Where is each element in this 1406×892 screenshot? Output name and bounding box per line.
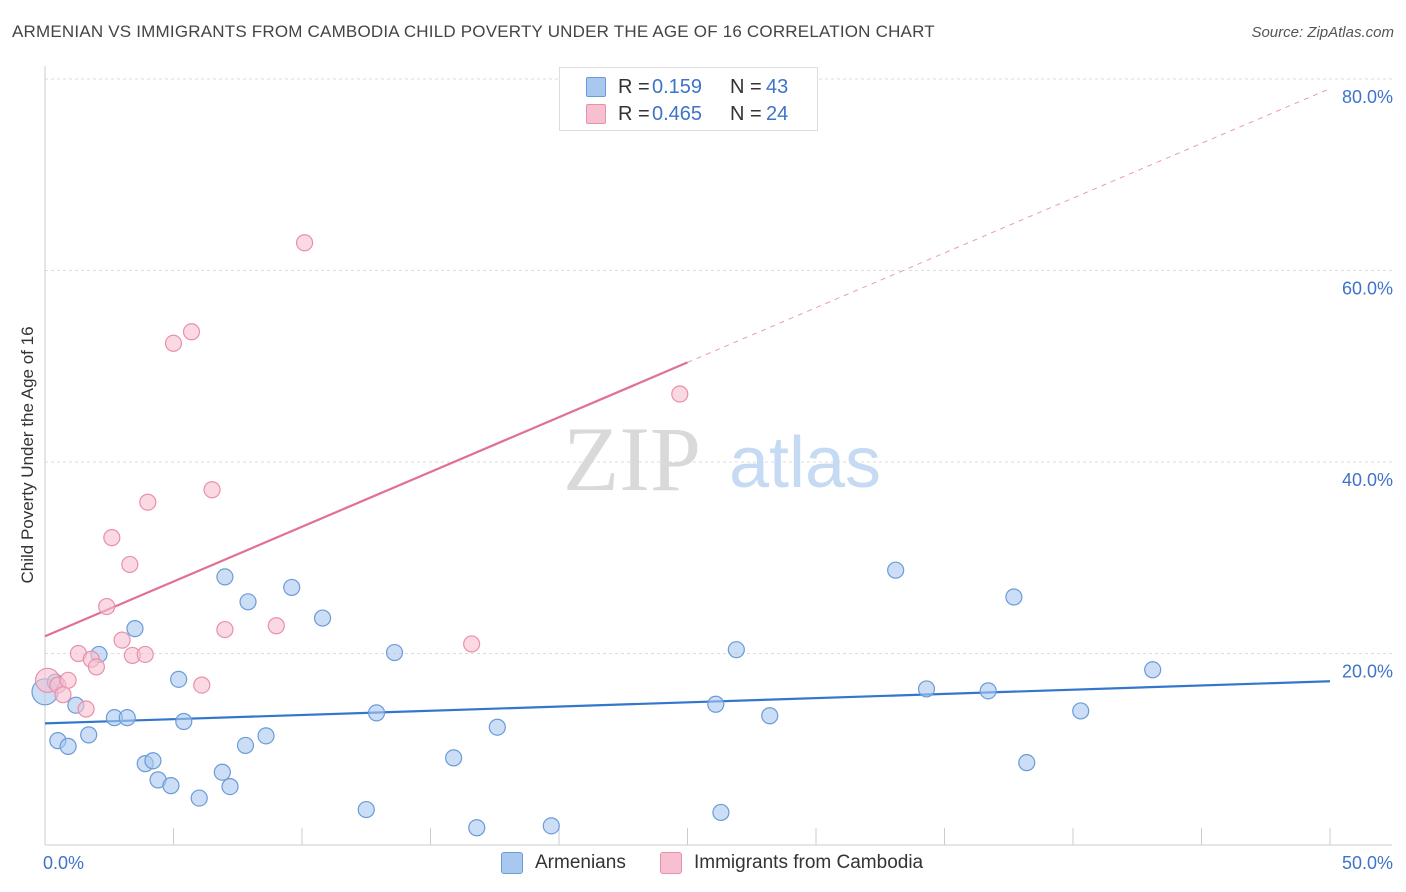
cambodia-point <box>671 385 689 403</box>
armenians-point <box>887 561 905 579</box>
watermark-zip: ZIP <box>563 408 701 510</box>
armenians-point <box>80 726 98 744</box>
trend-lines <box>44 88 1331 725</box>
r-value: 0.159 <box>652 75 703 98</box>
armenians-point <box>367 704 386 722</box>
cambodia-point <box>295 234 314 252</box>
armenians-swatch <box>586 77 606 97</box>
r-label: R = <box>618 75 650 98</box>
n-value: 43 <box>766 75 789 98</box>
y-tick-label: 20.0% <box>1342 662 1393 682</box>
source-label: Source: ZipAtlas.com <box>1251 24 1394 41</box>
armenians-point <box>59 737 77 755</box>
data-points <box>31 234 1162 837</box>
cambodia-point <box>182 323 201 341</box>
armenians-point <box>917 680 936 698</box>
armenians-swatch <box>501 852 523 874</box>
armenians-point <box>761 707 779 725</box>
cambodia-point <box>77 700 95 718</box>
armenians-point <box>707 695 725 713</box>
axes <box>44 66 1392 846</box>
cambodia-point <box>54 686 72 704</box>
gridlines <box>45 78 1392 654</box>
armenians-point <box>283 578 301 597</box>
armenians-point <box>213 763 231 781</box>
legend-label: Immigrants from Cambodia <box>694 852 924 873</box>
watermark: ZIP atlas <box>563 408 881 510</box>
legend-item-cambodia[interactable]: Immigrants from Cambodia <box>660 852 923 874</box>
watermark-atlas: atlas <box>729 423 881 503</box>
cambodia-point <box>463 635 481 653</box>
armenians-point <box>190 789 208 807</box>
n-label: N = <box>730 75 762 98</box>
armenians-point <box>313 609 332 627</box>
armenians-point <box>979 682 997 700</box>
x-tick-label: 0.0% <box>43 853 84 873</box>
cambodia-point <box>98 597 116 616</box>
cambodia-point <box>113 631 131 649</box>
armenians-point <box>1144 661 1162 679</box>
legend-label: Armenians <box>535 852 626 873</box>
armenians-point <box>445 749 463 767</box>
armenians-point <box>126 620 144 638</box>
y-tick-label: 80.0% <box>1342 87 1393 107</box>
r-label: R = <box>618 102 650 125</box>
armenians-point <box>236 736 255 755</box>
armenians-point <box>118 709 136 727</box>
armenians-point <box>488 718 506 736</box>
armenians-point <box>542 817 560 835</box>
cambodia-point <box>136 645 154 664</box>
cambodia-point <box>59 671 77 689</box>
series-legend: Armenians Immigrants from Cambodia <box>0 852 1406 876</box>
armenians-point <box>727 641 745 659</box>
armenians-point <box>144 752 162 770</box>
correlation-legend: R = 0.159 N = 43 R = 0.465 N = 24 <box>559 67 818 131</box>
armenians-point <box>175 712 193 731</box>
cambodia-point <box>103 529 121 547</box>
legend-item-armenians[interactable]: Armenians <box>501 852 626 874</box>
cambodia-point <box>203 481 221 499</box>
cambodia-point <box>121 555 139 574</box>
tick-labels: 20.0% 40.0% 60.0% 80.0% 0.0% 50.0% <box>43 87 1393 873</box>
armenians-point <box>357 800 375 819</box>
armenians-point <box>1072 702 1090 720</box>
n-label: N = <box>730 102 762 125</box>
cambodia-swatch <box>660 852 682 874</box>
y-tick-label: 60.0% <box>1342 279 1393 299</box>
r-value: 0.465 <box>652 102 703 125</box>
armenians-point <box>221 777 239 796</box>
chart-title: ARMENIAN VS IMMIGRANTS FROM CAMBODIA CHI… <box>12 22 935 41</box>
armenians-point <box>170 670 188 688</box>
armenians-point <box>1005 588 1023 606</box>
cambodia-point <box>139 493 157 511</box>
cambodia-point <box>164 334 183 352</box>
armenians-point <box>239 593 257 611</box>
armenians-point <box>162 777 180 795</box>
cambodia-trend-extrapolated <box>687 88 1331 363</box>
armenians-point <box>468 819 486 837</box>
cambodia-point <box>267 617 285 635</box>
cambodia-point <box>87 658 106 676</box>
cambodia-point <box>193 676 211 694</box>
armenians-point <box>257 727 275 745</box>
armenians-point <box>216 568 234 586</box>
cambodia-point <box>216 620 234 639</box>
x-tick-label: 50.0% <box>1342 853 1393 873</box>
armenians-point <box>1018 754 1036 772</box>
y-tick-label: 40.0% <box>1342 470 1393 490</box>
armenians-point <box>385 643 404 662</box>
cambodia-swatch <box>586 104 606 124</box>
armenians-trend-line <box>44 680 1331 725</box>
n-value: 24 <box>766 102 789 125</box>
armenians-point <box>712 803 730 822</box>
cambodia-trend-line <box>44 361 688 638</box>
